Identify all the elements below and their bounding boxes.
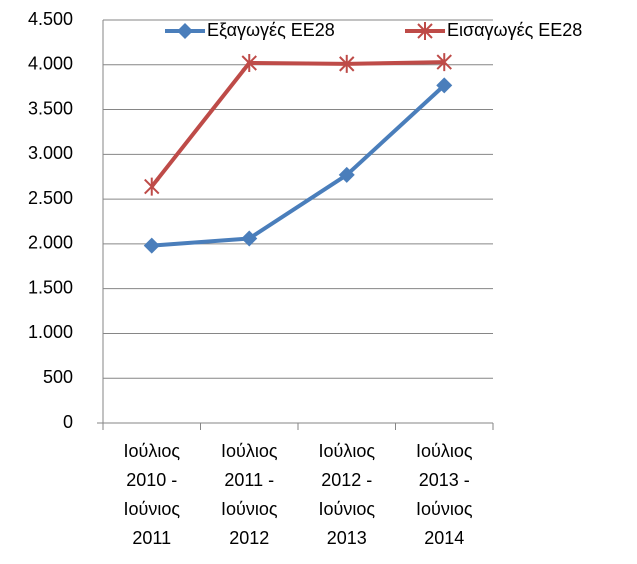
- x-tick-label: Ιούλιος 2010 - Ιούνιος 2011: [123, 441, 181, 548]
- marker: [436, 77, 453, 94]
- marker: [339, 54, 355, 73]
- y-tick-label: 4.000: [28, 54, 73, 74]
- marker: [241, 230, 258, 247]
- marker: [241, 53, 257, 72]
- y-tick-label: 0: [63, 412, 73, 432]
- y-tick-label: 3.500: [28, 98, 73, 118]
- marker: [144, 177, 160, 196]
- legend-label: Εξαγωγές ΕΕ28: [207, 20, 335, 40]
- y-tick-label: 1.000: [28, 322, 73, 342]
- marker: [143, 237, 160, 254]
- y-tick-label: 1.500: [28, 277, 73, 297]
- marker: [417, 22, 433, 40]
- legend-label: Εισαγωγές ΕΕ28: [447, 20, 582, 40]
- series-line: [151, 83, 446, 248]
- y-tick-label: 2.000: [28, 233, 73, 253]
- y-tick-label: 3.000: [28, 143, 73, 163]
- y-tick-label: 2.500: [28, 188, 73, 208]
- series-line: [150, 60, 445, 188]
- y-tick-label: 4.500: [28, 9, 73, 29]
- x-tick-label: Ιούλιος 2012 - Ιούνιος 2013: [318, 441, 376, 548]
- y-tick-label: 500: [43, 367, 73, 387]
- marker: [338, 166, 355, 183]
- marker: [177, 23, 193, 39]
- x-tick-label: Ιούλιος 2013 - Ιούνιος 2014: [415, 441, 473, 548]
- marker: [436, 53, 452, 72]
- x-tick-label: Ιούλιος 2011 - Ιούνιος 2012: [220, 441, 278, 548]
